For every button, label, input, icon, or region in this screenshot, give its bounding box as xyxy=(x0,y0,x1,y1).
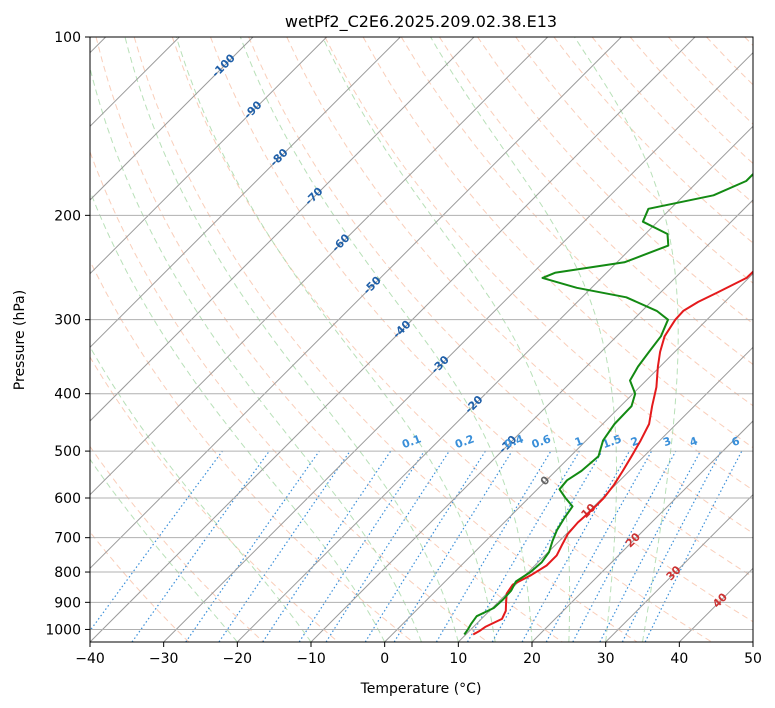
mixing-ratio-line xyxy=(185,450,320,642)
moist-adiabat xyxy=(322,37,571,642)
y-tick-label: 500 xyxy=(54,444,81,460)
y-tick-label: 900 xyxy=(54,595,81,611)
mixing-ratio-line xyxy=(218,450,351,642)
mixing-ratio-label: 0.2 xyxy=(453,432,476,451)
y-tick-label: 300 xyxy=(54,313,81,329)
isotherm-line xyxy=(90,37,475,422)
dry-adiabat xyxy=(210,37,753,623)
y-tick-label: 600 xyxy=(54,491,81,507)
isotherm-line xyxy=(90,37,401,349)
isotherm-line xyxy=(163,51,753,642)
moist-adiabat xyxy=(90,189,386,642)
dry-adiabat xyxy=(95,37,563,642)
mixing-ratio-label: 1 xyxy=(573,434,585,449)
x-tick-label: 50 xyxy=(744,651,762,667)
mixing-ratio-line xyxy=(572,450,677,642)
plot-frame xyxy=(89,36,754,643)
background-lines xyxy=(90,37,753,642)
chart-title: wetPf2_C2E6.2025.209.02.38.E13 xyxy=(285,12,557,32)
isotherm-line xyxy=(605,493,753,642)
y-axis-title: Pressure (hPa) xyxy=(12,290,28,390)
x-tick-label: 10 xyxy=(449,651,467,667)
mixing-ratio-label: 0.6 xyxy=(530,432,553,451)
x-tick-label: 20 xyxy=(523,651,541,667)
mixing-ratio-line xyxy=(262,450,392,642)
isotherm-line xyxy=(90,37,549,496)
mixing-ratio-label: 2 xyxy=(629,434,641,449)
temperature-profile xyxy=(472,270,753,636)
moist-adiabat xyxy=(124,37,459,642)
isotherm-line xyxy=(236,125,753,642)
y-tick-label: 700 xyxy=(54,531,81,547)
grid xyxy=(90,37,753,642)
mixing-ratio-label: 0.4 xyxy=(503,432,526,451)
mixing-ratio-line xyxy=(131,450,270,642)
dry-adiabat xyxy=(248,37,753,578)
x-tick-label: 0 xyxy=(380,651,389,667)
x-tick-label: 40 xyxy=(670,651,688,667)
moist-adiabat xyxy=(430,37,617,642)
y-tick-label: 200 xyxy=(54,208,81,224)
moist-adiabat xyxy=(239,37,533,642)
isotherm-line xyxy=(310,199,753,642)
dry-adiabat xyxy=(90,150,488,642)
dry-adiabat xyxy=(438,37,753,366)
isotherm-line xyxy=(90,37,696,642)
x-tick-label: −20 xyxy=(223,651,253,667)
dewpoint-profile xyxy=(463,172,753,636)
dry-adiabat xyxy=(324,37,753,491)
moist-adiabat xyxy=(90,65,422,642)
moist-adiabat xyxy=(175,37,496,642)
mixing-ratio-label: 3 xyxy=(661,434,673,449)
profile-series xyxy=(463,172,753,636)
moist-adiabat xyxy=(574,37,679,642)
y-tick-label: 100 xyxy=(54,30,81,46)
x-tick-label: −10 xyxy=(296,651,326,667)
mixing-ratio-label: 4 xyxy=(688,434,700,449)
mixing-ratio-label: 0.1 xyxy=(400,432,423,451)
y-tick-label: 1000 xyxy=(45,622,81,638)
mixing-ratio-line xyxy=(90,450,223,632)
x-tick-label: −40 xyxy=(75,651,105,667)
x-tick-label: 30 xyxy=(597,651,615,667)
mixing-ratio-line xyxy=(644,450,743,642)
isotherm-line xyxy=(90,37,254,201)
mixing-ratio-line xyxy=(325,450,450,642)
x-axis: −40 −30 −20 −10 0 10 20 30 40 50 xyxy=(75,642,762,667)
isotherm-line xyxy=(457,346,753,642)
isotherm-line xyxy=(531,420,753,642)
mixing-ratio-line xyxy=(298,450,425,642)
mixing-ratio-line xyxy=(393,450,513,642)
mixing-ratio-line xyxy=(521,450,631,642)
x-tick-label: −30 xyxy=(149,651,179,667)
dry-adiabat xyxy=(90,356,339,642)
dry-adiabat xyxy=(477,37,753,325)
isotherm-line xyxy=(384,272,753,642)
isotherm-line xyxy=(90,37,328,275)
moist-adiabat xyxy=(90,458,238,642)
dry-adiabat xyxy=(90,445,264,642)
dry-adiabat xyxy=(133,37,638,642)
mixing-ratio-line xyxy=(545,450,653,642)
x-axis-title: Temperature (°C) xyxy=(360,681,482,697)
isotherm-line xyxy=(90,37,622,570)
y-tick-label: 400 xyxy=(54,387,81,403)
y-tick-label: 800 xyxy=(54,565,81,581)
y-axis: 100 200 300 400 500 600 700 800 900 1000 xyxy=(45,30,90,638)
mixing-ratio-label: 6 xyxy=(730,434,742,449)
